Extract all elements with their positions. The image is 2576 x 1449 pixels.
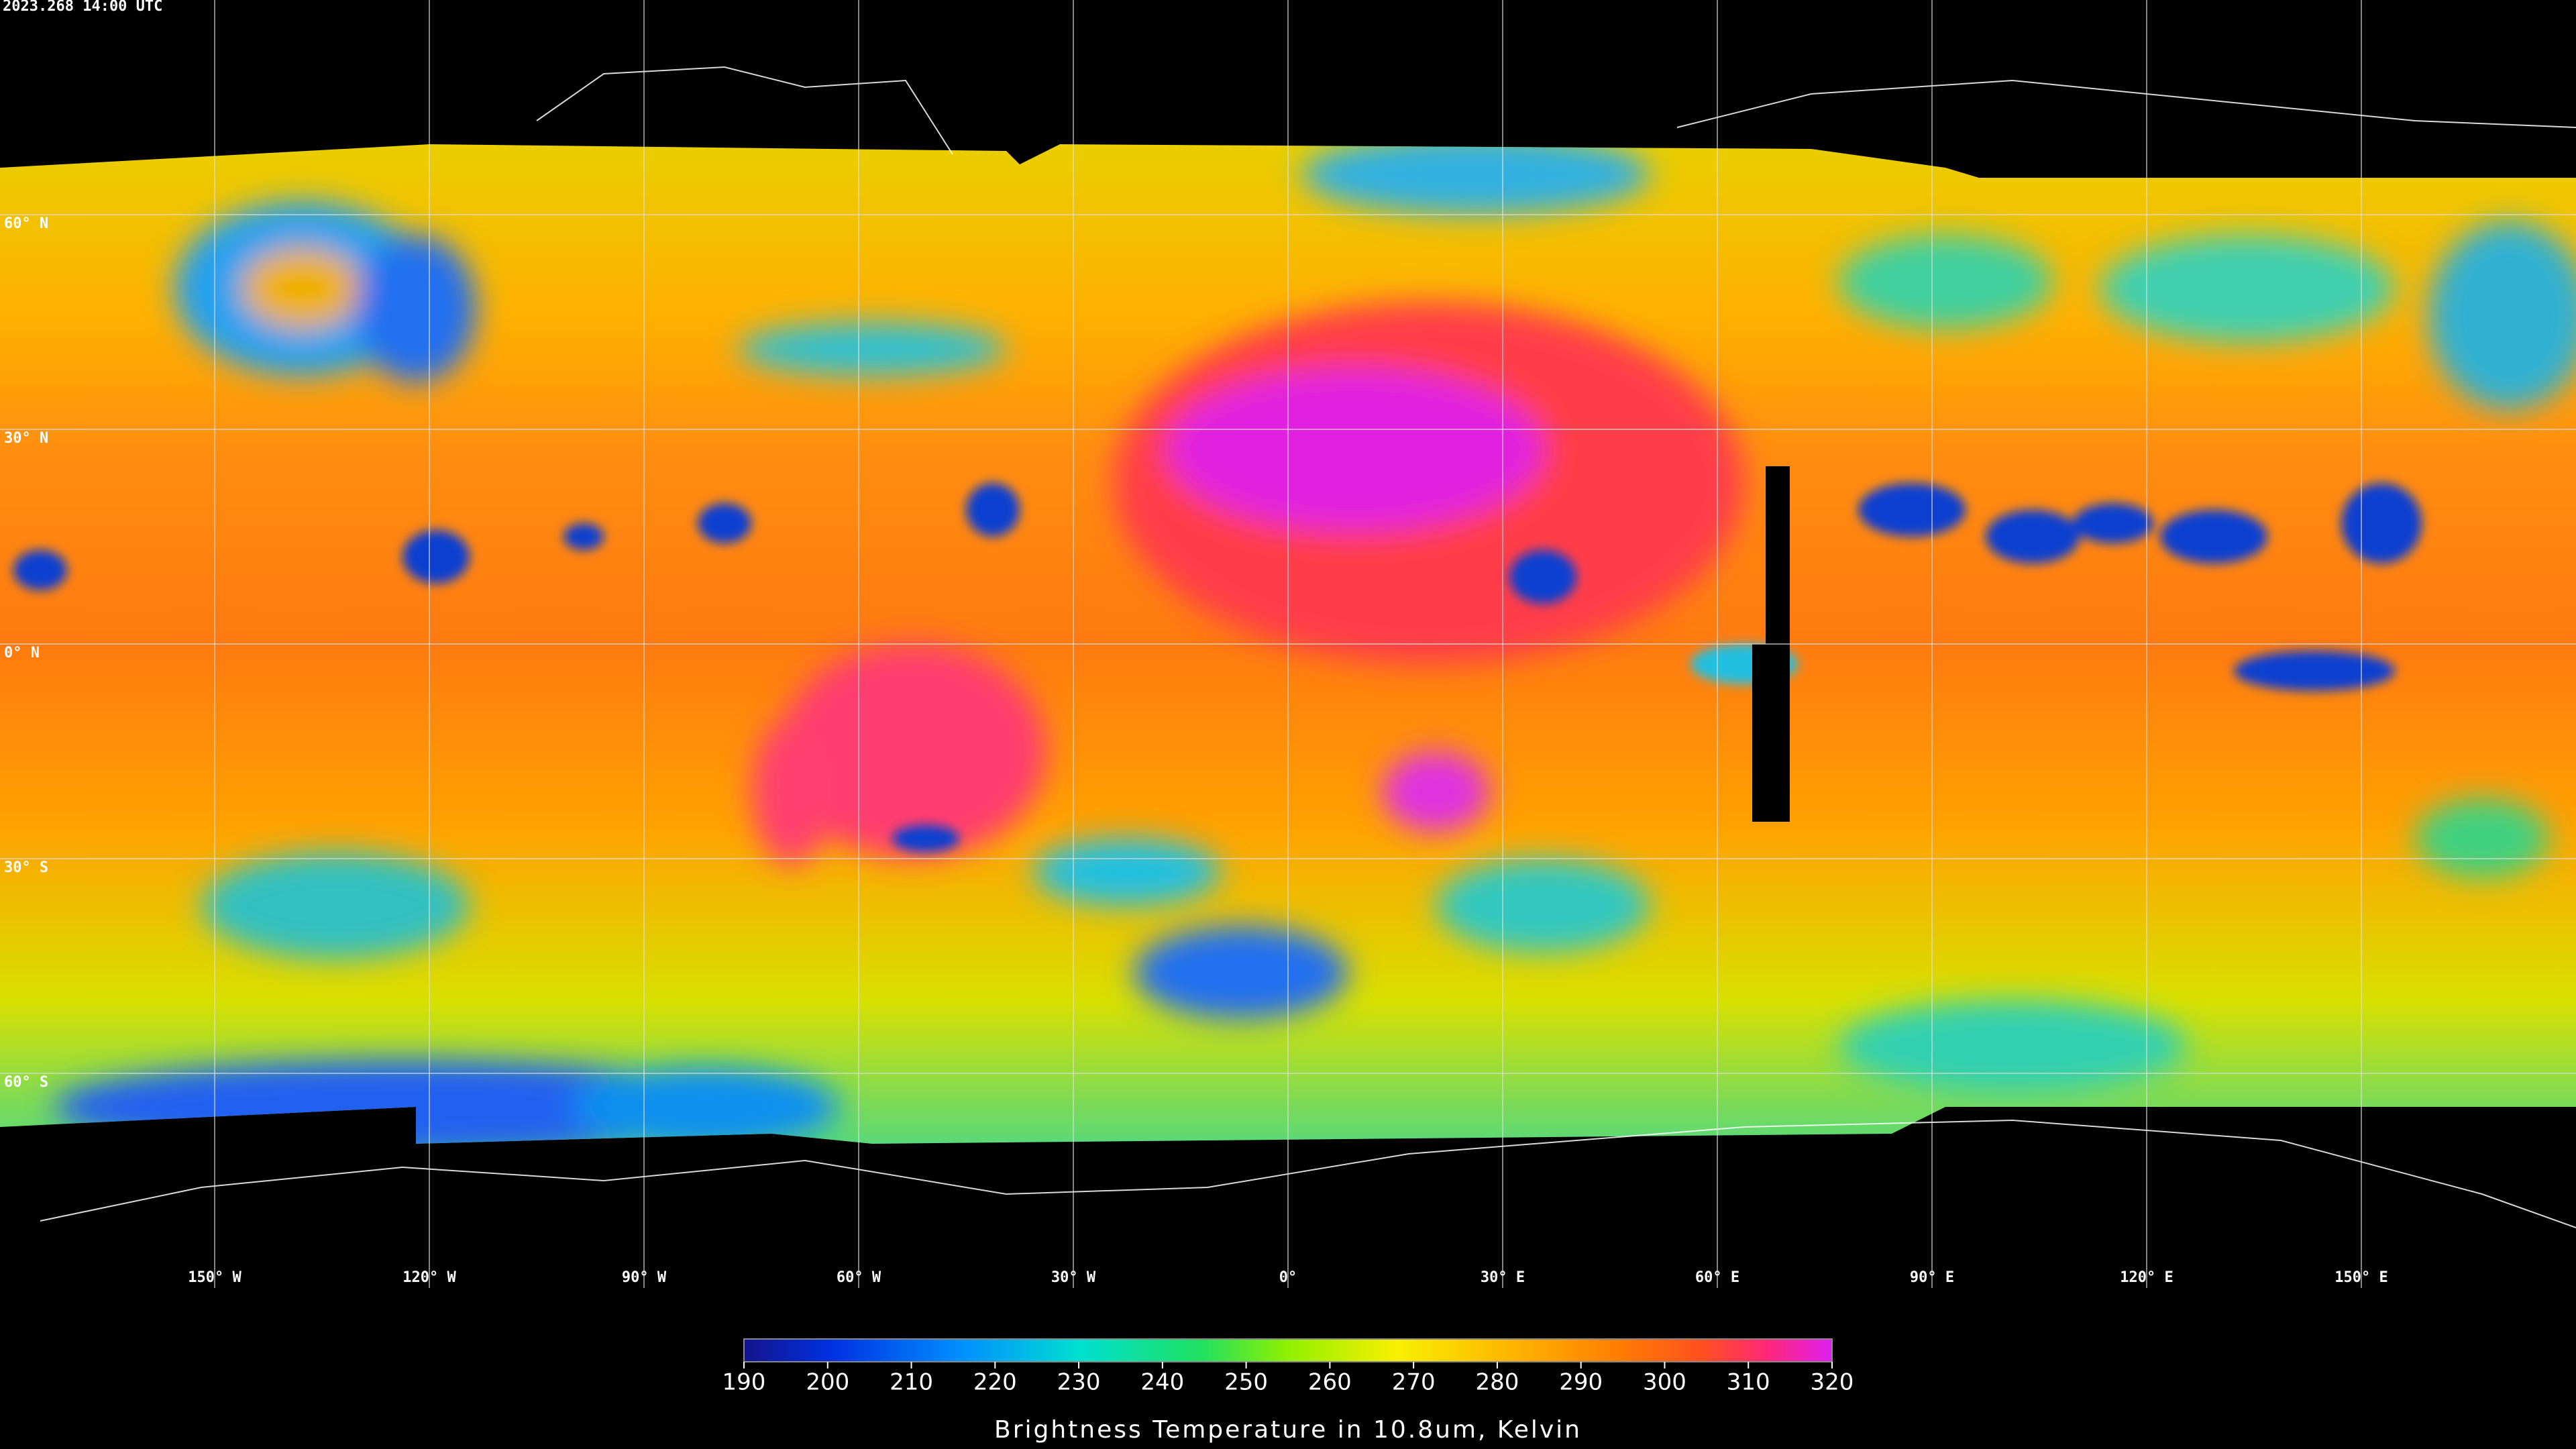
latitude-label: 30° N xyxy=(4,430,48,447)
latitude-label: 30° S xyxy=(4,859,48,876)
colorbar-tick-label: 320 xyxy=(1811,1369,1854,1396)
latitude-label: 0° N xyxy=(4,645,40,661)
longitude-label: 90° E xyxy=(1910,1269,1954,1286)
colorbar-tick-label: 310 xyxy=(1727,1369,1770,1396)
graticule xyxy=(0,0,2576,1288)
longitude-label: 90° W xyxy=(622,1269,667,1286)
longitude-label: 150° W xyxy=(188,1269,241,1286)
longitude-label: 60° E xyxy=(1695,1269,1739,1286)
colorbar-tick-label: 250 xyxy=(1224,1369,1268,1396)
colorbar-label: Brightness Temperature in 10.8um, Kelvin xyxy=(994,1416,1582,1444)
timestamp: 2023.268 14:00 UTC xyxy=(3,0,162,15)
longitude-label: 150° E xyxy=(2334,1269,2387,1286)
coastlines xyxy=(40,66,2576,1228)
colorbar-tick-label: 190 xyxy=(722,1369,766,1396)
colorbar-tick-label: 200 xyxy=(806,1369,849,1396)
colorbar-tick-label: 290 xyxy=(1559,1369,1603,1396)
longitude-label: 30° W xyxy=(1051,1269,1096,1286)
latitude-label: 60° N xyxy=(4,215,48,232)
longitude-label: 30° E xyxy=(1481,1269,1525,1286)
colorbar-tick-label: 220 xyxy=(973,1369,1017,1396)
colorbar-tick-label: 300 xyxy=(1643,1369,1686,1396)
colorbar-tick-label: 230 xyxy=(1057,1369,1101,1396)
longitude-label: 60° W xyxy=(837,1269,881,1286)
colorbar-tick-label: 280 xyxy=(1475,1369,1519,1396)
colorbar xyxy=(743,1338,1833,1362)
latitude-label: 60° S xyxy=(4,1074,48,1091)
colorbar-tick-label: 240 xyxy=(1140,1369,1184,1396)
colorbar-tick-label: 270 xyxy=(1392,1369,1436,1396)
colorbar-tick-label: 260 xyxy=(1308,1369,1352,1396)
longitude-label: 0° xyxy=(1279,1269,1297,1286)
colorbar-tick-label: 210 xyxy=(890,1369,933,1396)
longitude-label: 120° E xyxy=(2120,1269,2173,1286)
longitude-label: 120° W xyxy=(402,1269,456,1286)
